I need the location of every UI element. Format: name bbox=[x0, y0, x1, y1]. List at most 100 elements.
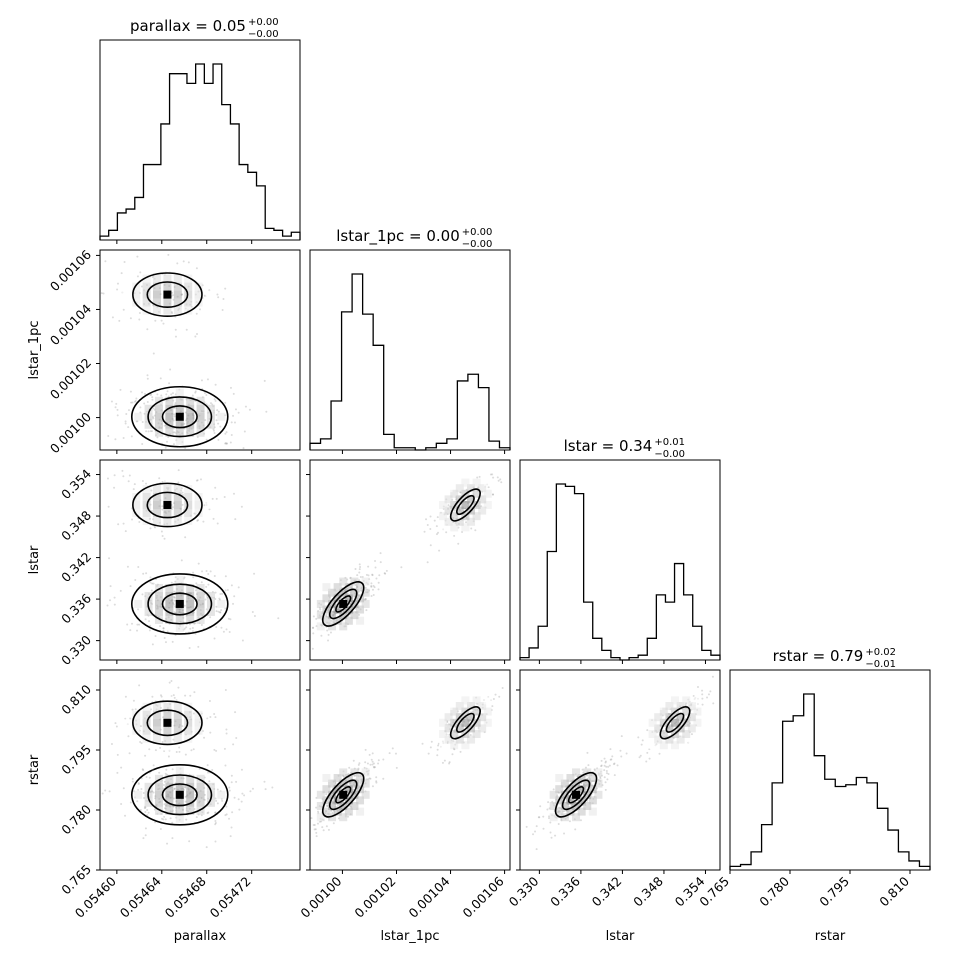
density-cell bbox=[555, 785, 564, 794]
sample-point bbox=[192, 748, 195, 751]
y-tick-label: 0.336 bbox=[58, 591, 94, 627]
sample-point bbox=[192, 576, 195, 579]
density-cell bbox=[173, 306, 182, 315]
density-cell bbox=[186, 774, 195, 783]
density-cell bbox=[175, 806, 184, 815]
sample-point bbox=[368, 777, 371, 780]
contour-line bbox=[328, 779, 358, 811]
sample-point bbox=[113, 603, 116, 606]
panel-frame bbox=[519, 459, 721, 661]
sample-point bbox=[264, 788, 267, 791]
sample-point bbox=[336, 804, 339, 807]
sample-point bbox=[152, 352, 155, 355]
density-cell bbox=[577, 807, 586, 816]
sample-point bbox=[214, 591, 217, 594]
sample-point bbox=[443, 759, 446, 762]
sample-point bbox=[196, 479, 199, 482]
density-cell bbox=[339, 768, 348, 777]
sample-point bbox=[150, 489, 153, 492]
density-cell bbox=[687, 702, 696, 710]
sample-point bbox=[625, 752, 628, 755]
sample-point bbox=[315, 617, 318, 620]
sample-point bbox=[370, 582, 373, 585]
sample-point bbox=[326, 629, 329, 632]
sample-point bbox=[599, 777, 602, 780]
sample-point bbox=[538, 816, 541, 819]
sample-point bbox=[229, 835, 232, 838]
sample-point bbox=[658, 752, 661, 755]
x-axis-label-lstar: lstar bbox=[606, 929, 635, 944]
density-cell bbox=[648, 718, 657, 727]
density-cell bbox=[165, 396, 174, 405]
sample-point bbox=[235, 780, 238, 783]
x-tick-label: 0.810 bbox=[876, 873, 912, 909]
sample-point bbox=[220, 626, 223, 629]
sample-point bbox=[154, 749, 157, 752]
sample-point bbox=[131, 780, 134, 783]
err-plus-parallax: +0.00 bbox=[248, 17, 279, 28]
sample-point bbox=[470, 527, 473, 530]
sample-point bbox=[104, 789, 107, 792]
contour-line bbox=[561, 779, 591, 811]
x-axis-label-lstar_1pc: lstar_1pc bbox=[381, 929, 440, 944]
sample-point bbox=[216, 522, 219, 525]
sample-point bbox=[319, 608, 322, 611]
sample-point bbox=[125, 412, 128, 415]
density-cell bbox=[173, 290, 182, 299]
sample-point bbox=[457, 542, 460, 545]
sample-point bbox=[539, 805, 542, 808]
density-cell bbox=[175, 388, 184, 397]
density-cell bbox=[682, 707, 691, 716]
panel-frame bbox=[309, 459, 511, 661]
sample-point bbox=[375, 577, 378, 580]
sample-point bbox=[211, 497, 214, 500]
sample-point bbox=[222, 630, 225, 633]
sample-point bbox=[195, 479, 198, 482]
density-cell bbox=[165, 599, 174, 608]
density-cell bbox=[142, 702, 151, 711]
sample-point bbox=[492, 697, 495, 700]
sample-point bbox=[603, 764, 606, 767]
sample-point bbox=[605, 770, 608, 773]
x-tick-label: 0.05472 bbox=[207, 874, 254, 921]
density-cell bbox=[134, 412, 143, 421]
density-cell bbox=[154, 798, 163, 807]
density-cell bbox=[144, 782, 153, 791]
sample-point bbox=[461, 531, 464, 534]
density-cell bbox=[461, 696, 470, 705]
sample-point bbox=[311, 647, 314, 650]
sample-point bbox=[203, 504, 206, 507]
density-cell bbox=[549, 790, 558, 799]
sample-point bbox=[452, 521, 455, 524]
sample-point bbox=[135, 397, 138, 400]
sample-point bbox=[196, 519, 199, 522]
contour-line bbox=[132, 272, 203, 317]
sample-point bbox=[122, 475, 125, 478]
sample-point bbox=[379, 561, 382, 564]
sample-point bbox=[230, 434, 233, 437]
sample-point bbox=[174, 328, 177, 331]
density-cell bbox=[560, 779, 569, 788]
density-cell bbox=[154, 420, 163, 429]
sample-point bbox=[229, 386, 232, 389]
sample-point bbox=[162, 784, 165, 787]
sample-point bbox=[382, 777, 385, 780]
density-cell bbox=[173, 298, 182, 307]
sample-point bbox=[364, 748, 367, 751]
contour-line bbox=[130, 573, 229, 635]
sample-point bbox=[216, 802, 219, 805]
err-plus-lstar: +0.01 bbox=[654, 437, 685, 448]
density-cell bbox=[566, 774, 575, 782]
panel-lstar_1pc-hist: lstar_1pc = 0.00 +0.00−0.00 bbox=[309, 227, 511, 454]
sample-point bbox=[160, 394, 163, 397]
sample-point bbox=[168, 382, 171, 385]
density-cell bbox=[450, 718, 459, 727]
sample-point bbox=[373, 766, 376, 769]
x-tick-label: 0.780 bbox=[756, 873, 792, 909]
density-cell bbox=[361, 577, 370, 586]
sample-point bbox=[491, 493, 494, 496]
density-cell bbox=[444, 506, 453, 515]
sample-point bbox=[234, 408, 237, 411]
sample-point bbox=[690, 733, 693, 736]
density-cell bbox=[196, 607, 205, 616]
